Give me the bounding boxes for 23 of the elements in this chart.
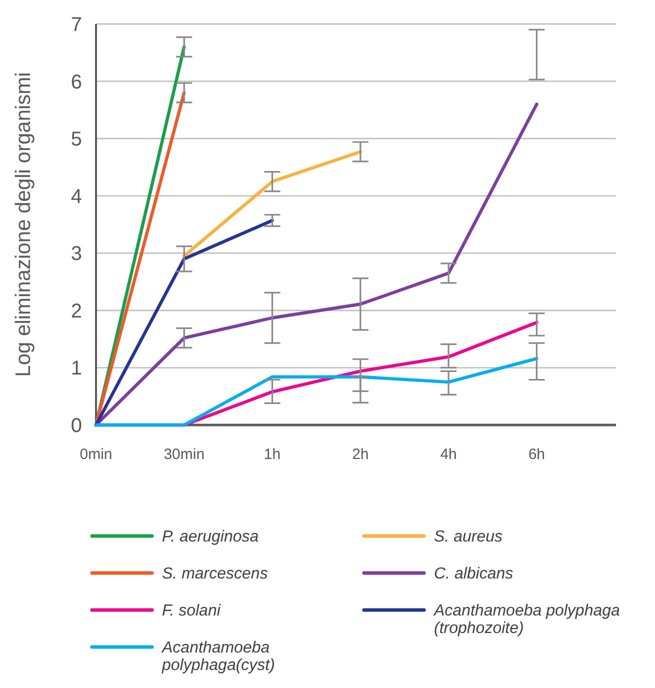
x-tick-label: 30min — [164, 446, 205, 463]
y-tick-label: 3 — [70, 243, 82, 266]
y-tick-label: 1 — [70, 358, 82, 380]
legend-label: S. aureus — [434, 528, 502, 546]
x-tick-label: 4h — [440, 446, 457, 463]
legend-label: F. solani — [162, 602, 221, 620]
x-tick-label: 2h — [352, 446, 369, 463]
line-series — [94, 356, 538, 427]
x-tick-label: 6h — [528, 446, 546, 463]
legend-label: Acanthamoeba polyphaga(cyst) — [161, 640, 275, 674]
y-tick-label: 0 — [70, 415, 82, 437]
y-tick-label: 7 — [70, 14, 82, 36]
legend-label: P. aeruginosa — [162, 528, 259, 546]
legend-label: Acanthamoeba polyphaga (trophozoite) — [433, 602, 620, 638]
x-tick-label: 1h — [264, 446, 281, 463]
y-tick-label: 4 — [70, 186, 82, 208]
y-tick-label: 5 — [70, 128, 82, 151]
legend-label: C. albicans — [434, 566, 514, 583]
legend-label: S. marcescens — [162, 566, 268, 583]
y-axis-title: Log eliminazione degli organismi — [12, 72, 35, 377]
y-tick-label: 2 — [70, 300, 82, 322]
x-tick-label: 0min — [80, 446, 112, 463]
y-tick-label: 6 — [70, 71, 82, 94]
